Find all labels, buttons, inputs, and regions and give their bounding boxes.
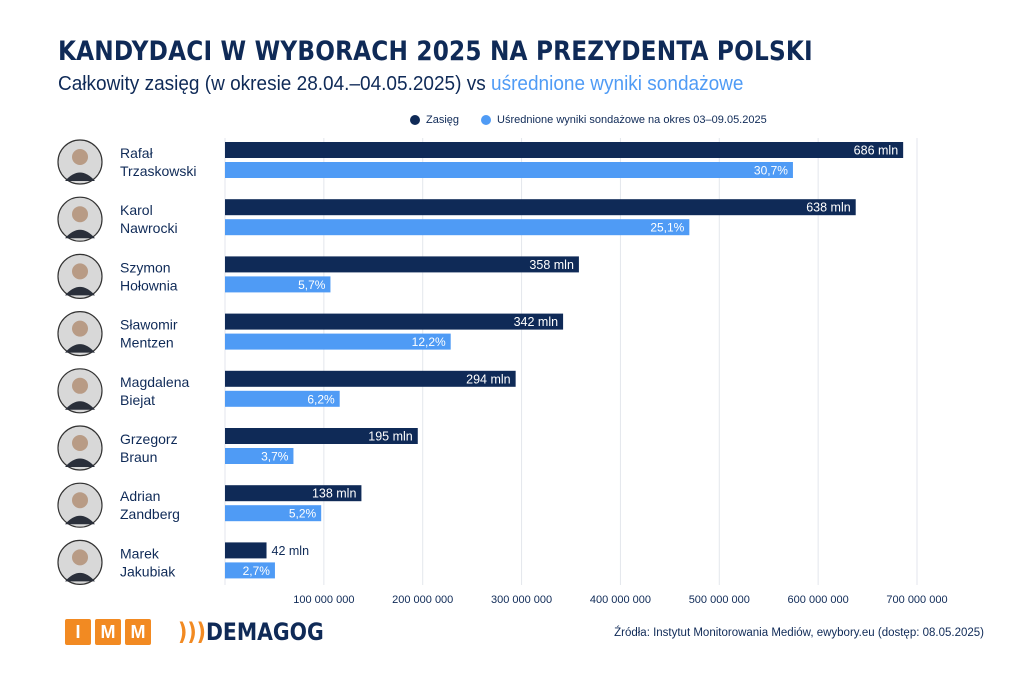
legend: Zasięg Uśrednione wyniki sondażowe na ok… xyxy=(410,114,767,126)
legend-swatch-poll xyxy=(481,115,492,125)
bar-label-poll: 12,2% xyxy=(412,335,446,349)
candidate-name: Hołownia xyxy=(120,277,178,293)
photo-head xyxy=(72,206,88,223)
bar-label-reach: 138 mln xyxy=(312,487,357,501)
bar-poll xyxy=(225,333,451,350)
bar-label-poll: 25,1% xyxy=(650,221,684,235)
bar-label-poll: 5,2% xyxy=(289,507,317,521)
bar-poll xyxy=(225,390,340,407)
photo-body xyxy=(65,344,95,353)
photo-body xyxy=(65,458,95,467)
photo-body xyxy=(65,401,95,410)
x-tick-label: 100 000 000 xyxy=(293,594,354,606)
candidate-name: Grzegorz xyxy=(120,431,178,447)
bar-label-reach: 195 mln xyxy=(368,430,413,444)
photo-body xyxy=(65,515,95,525)
bar-reach xyxy=(225,428,418,444)
imm-letter: I xyxy=(65,619,91,645)
photo-head xyxy=(72,320,88,337)
x-tick-label: 300 000 000 xyxy=(491,594,552,606)
photo-head xyxy=(72,492,88,509)
chart-subtitle: Całkowity zasięg (w okresie 28.04.–04.05… xyxy=(58,73,743,96)
bar-reach xyxy=(225,370,516,387)
candidate-name: Biejat xyxy=(120,392,155,408)
legend-label-poll: Uśrednione wyniki sondażowe na okres 03–… xyxy=(497,114,767,126)
candidate-name: Zandberg xyxy=(120,506,180,522)
bar-label-reach: 638 mln xyxy=(806,201,851,215)
candidate-name: Jakubiak xyxy=(120,563,176,579)
photo-body xyxy=(65,572,95,582)
bar-label-reach: 294 mln xyxy=(466,372,511,386)
bar-reach xyxy=(225,142,904,158)
bar-label-poll: 5,7% xyxy=(298,278,326,292)
bar-label-poll: 30,7% xyxy=(754,164,788,178)
bar-poll xyxy=(225,505,322,522)
bar-reach xyxy=(225,199,856,216)
candidate-name: Adrian xyxy=(120,488,160,504)
chart-title: KANDYDACI W WYBORACH 2025 NA PREZYDENTA … xyxy=(58,36,813,67)
imm-logo: I M M xyxy=(65,619,151,645)
bar-poll xyxy=(225,219,690,236)
bar-reach xyxy=(225,256,579,273)
signal-icon: ))) xyxy=(178,618,206,646)
bar-label-poll: 2,7% xyxy=(243,564,271,578)
photo-body xyxy=(65,286,95,296)
demagog-logo: )))DEMAGOG xyxy=(178,618,324,646)
bar-label-reach: 686 mln xyxy=(854,144,899,158)
bar-label-reach: 358 mln xyxy=(529,258,574,272)
legend-label-reach: Zasięg xyxy=(426,114,460,126)
bar-reach xyxy=(225,313,564,330)
bar-label-reach: 42 mln xyxy=(272,544,310,558)
candidate-name: Karol xyxy=(120,202,153,218)
candidate-name: Trzaskowski xyxy=(120,163,197,179)
candidate-name: Szymon xyxy=(120,259,171,275)
photo-head xyxy=(72,377,88,394)
photo-head xyxy=(72,435,88,451)
bar-label-poll: 3,7% xyxy=(261,450,289,464)
bar-poll xyxy=(225,562,275,579)
bar-poll xyxy=(225,448,294,464)
candidate-name: Marek xyxy=(120,545,160,561)
imm-letter: M xyxy=(95,619,121,645)
subtitle-text: Całkowity zasięg (w okresie 28.04.–04.05… xyxy=(58,73,492,95)
candidate-name: Mentzen xyxy=(120,335,174,351)
source-note: Źródła: Instytut Monitorowania Mediów, e… xyxy=(614,627,984,639)
demagog-text: DEMAGOG xyxy=(205,618,324,646)
candidate-name: Sławomir xyxy=(120,317,178,333)
bar-poll xyxy=(225,162,793,178)
candidate-name: Rafał xyxy=(120,145,154,161)
subtitle-highlight: uśrednione wyniki sondażowe xyxy=(491,73,744,95)
imm-letter: M xyxy=(125,619,151,645)
x-tick-label: 200 000 000 xyxy=(392,594,453,606)
x-tick-label: 700 000 000 xyxy=(886,594,947,606)
candidate-name: Braun xyxy=(120,449,157,465)
bar-reach xyxy=(225,542,267,559)
candidate-name: Nawrocki xyxy=(120,220,178,236)
x-tick-label: 600 000 000 xyxy=(788,594,849,606)
bar-label-poll: 6,2% xyxy=(307,392,335,406)
x-tick-label: 400 000 000 xyxy=(590,594,651,606)
photo-head xyxy=(72,549,88,566)
bar-reach xyxy=(225,485,362,502)
photo-body xyxy=(65,229,95,239)
bar-poll xyxy=(225,276,331,293)
photo-head xyxy=(72,263,88,280)
candidate-name: Magdalena xyxy=(120,374,189,390)
legend-swatch-reach xyxy=(410,115,420,125)
x-tick-label: 500 000 000 xyxy=(689,594,750,606)
bar-label-reach: 342 mln xyxy=(514,315,559,329)
photo-head xyxy=(72,149,88,165)
photo-body xyxy=(65,172,95,181)
